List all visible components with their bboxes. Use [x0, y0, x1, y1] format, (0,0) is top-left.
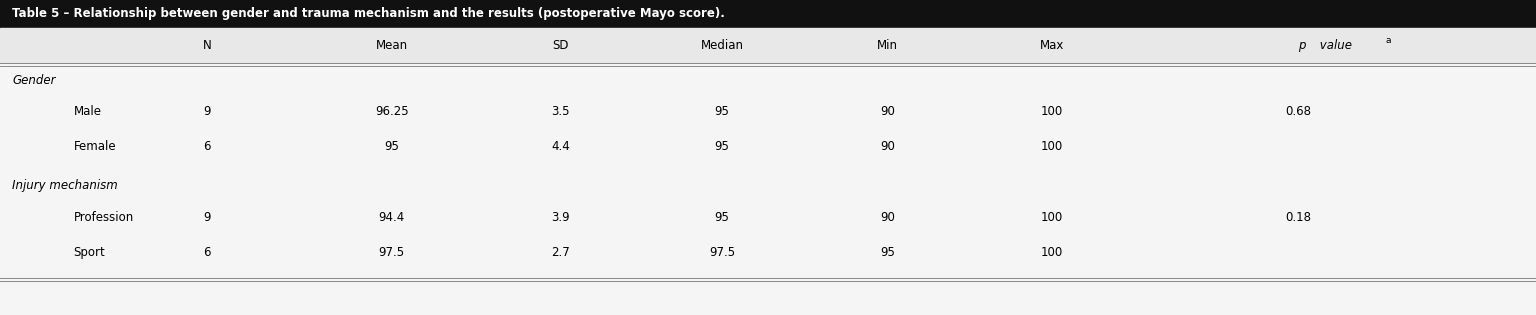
Text: 6: 6	[204, 246, 210, 259]
Text: 90: 90	[880, 211, 895, 224]
Text: a: a	[1385, 36, 1392, 45]
Text: 9: 9	[204, 105, 210, 118]
Text: Mean: Mean	[376, 39, 407, 52]
Text: SD: SD	[553, 39, 568, 52]
Text: value: value	[1316, 39, 1352, 52]
Text: Median: Median	[700, 39, 743, 52]
Text: 4.4: 4.4	[551, 140, 570, 153]
Text: 6: 6	[204, 140, 210, 153]
Text: 95: 95	[714, 105, 730, 118]
Text: 95: 95	[384, 140, 399, 153]
Text: 95: 95	[880, 246, 895, 259]
Text: 2.7: 2.7	[551, 246, 570, 259]
Text: 95: 95	[714, 140, 730, 153]
Text: 9: 9	[204, 211, 210, 224]
Text: 95: 95	[714, 211, 730, 224]
Text: 100: 100	[1041, 211, 1063, 224]
Bar	[0, 66, 1536, 315]
Text: 90: 90	[880, 140, 895, 153]
Text: Injury mechanism: Injury mechanism	[12, 180, 118, 192]
Bar	[0, 28, 1536, 63]
Text: 96.25: 96.25	[375, 105, 409, 118]
Text: Min: Min	[877, 39, 899, 52]
Text: 100: 100	[1041, 105, 1063, 118]
Text: Male: Male	[74, 105, 101, 118]
Text: 94.4: 94.4	[378, 211, 406, 224]
Bar	[0, 0, 1536, 28]
Text: Max: Max	[1040, 39, 1064, 52]
Text: 3.9: 3.9	[551, 211, 570, 224]
Text: 97.5: 97.5	[378, 246, 406, 259]
Text: Profession: Profession	[74, 211, 134, 224]
Text: 100: 100	[1041, 140, 1063, 153]
Text: Gender: Gender	[12, 73, 55, 87]
Text: 97.5: 97.5	[708, 246, 736, 259]
Text: Female: Female	[74, 140, 117, 153]
Text: 0.68: 0.68	[1286, 105, 1310, 118]
Text: 100: 100	[1041, 246, 1063, 259]
Text: Sport: Sport	[74, 246, 106, 259]
Text: 3.5: 3.5	[551, 105, 570, 118]
Text: p: p	[1298, 39, 1306, 52]
Text: 0.18: 0.18	[1286, 211, 1310, 224]
Text: 90: 90	[880, 105, 895, 118]
Text: Table 5 – Relationship between gender and trauma mechanism and the results (post: Table 5 – Relationship between gender an…	[12, 8, 725, 20]
Text: N: N	[203, 39, 212, 52]
